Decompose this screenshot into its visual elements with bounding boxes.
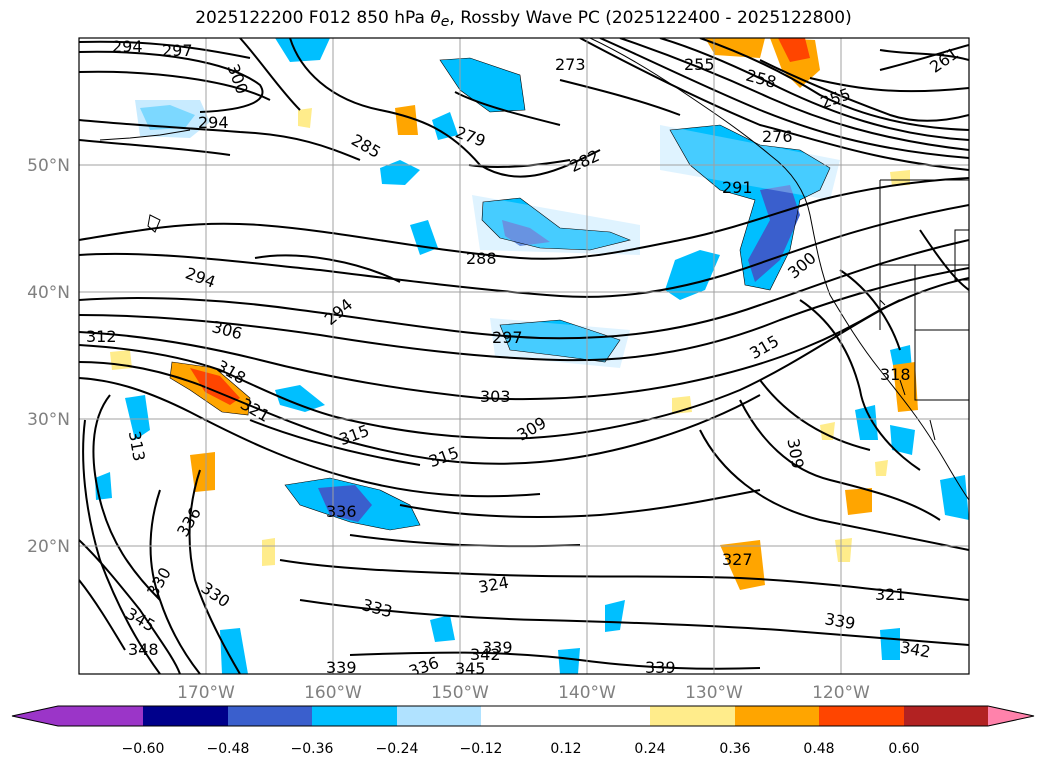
lon-label: 130°W	[685, 683, 743, 703]
colorbar-tick-label: 0.24	[634, 741, 665, 757]
colorbar-cell	[143, 706, 228, 726]
gridlines	[79, 38, 969, 674]
title-variable-subscript: e	[440, 14, 450, 30]
colorbar-tick-label: 0.60	[888, 741, 919, 757]
colorbar-tick-label: −0.12	[460, 741, 503, 757]
colorbar-extend-high	[988, 706, 1034, 726]
map-content: 294 297 300 294 285 279 273 261 255 258 …	[79, 37, 969, 678]
contour-label: 288	[466, 249, 497, 268]
contour-label: 273	[555, 55, 586, 74]
latitude-labels: 50°N 40°N 30°N 20°N	[27, 156, 70, 557]
lat-label: 50°N	[27, 156, 70, 176]
lat-label: 40°N	[27, 283, 70, 303]
map-title: 2025122200 F012 850 hPa θe, Rossby Wave …	[0, 8, 1047, 30]
colorbar-cell	[481, 706, 566, 726]
contour-label: 312	[86, 327, 117, 346]
contour-label: 345	[455, 659, 486, 678]
contour-label: 276	[762, 127, 793, 146]
contour-label: 291	[722, 178, 753, 197]
colorbar: −0.60 −0.48 −0.36 −0.24 −0.12 0.12 0.24 …	[11, 705, 1035, 757]
contour-label: 339	[482, 638, 513, 657]
lon-label: 120°W	[812, 683, 870, 703]
contour-label: 318	[880, 365, 911, 384]
lon-label: 150°W	[431, 683, 489, 703]
coastlines	[99, 38, 969, 501]
contour-label: 342	[470, 645, 501, 664]
colorbar-cell	[397, 706, 481, 726]
contour-label: 294	[198, 113, 229, 132]
contour-label: 294	[112, 37, 143, 56]
contour-label: 348	[128, 640, 159, 659]
contour-label: 303	[480, 387, 511, 406]
colorbar-outline	[11, 705, 1035, 727]
colorbar-ticks: −0.60 −0.48 −0.36 −0.24 −0.12 0.12 0.24 …	[122, 741, 920, 757]
contour-label: 339	[645, 658, 676, 677]
lon-label: 170°W	[177, 683, 235, 703]
theta-e-contours	[79, 38, 969, 674]
colorbar-tick-label: 0.12	[550, 741, 581, 757]
map-background	[79, 38, 969, 674]
lat-label: 20°N	[27, 537, 70, 557]
map-frame	[78, 37, 970, 675]
contour-label: 327	[722, 550, 753, 569]
contour-label: 255	[684, 55, 715, 74]
shading-outlines	[169, 57, 831, 531]
colorbar-cell	[58, 706, 143, 726]
colorbar-cell	[735, 706, 819, 726]
colorbar-tick-label: −0.36	[291, 741, 334, 757]
contour-label: 297	[492, 328, 523, 347]
lon-label: 140°W	[558, 683, 616, 703]
colorbar-tick-label: −0.48	[207, 741, 250, 757]
contour-label: 321	[875, 585, 906, 604]
title-suffix: , Rossby Wave PC (2025122400 - 202512280…	[449, 8, 852, 28]
colorbar-cell	[228, 706, 312, 726]
lon-label: 160°W	[304, 683, 362, 703]
colorbar-tick-label: −0.24	[376, 741, 419, 757]
colorbar-cells	[58, 706, 988, 726]
colorbar-cell	[650, 706, 735, 726]
colorbar-cell	[312, 706, 397, 726]
colorbar-cell	[819, 706, 904, 726]
colorbar-tick-label: 0.48	[803, 741, 834, 757]
colorbar-extend-low	[12, 706, 58, 726]
contour-label: 339	[326, 658, 357, 677]
contour-label: 336	[326, 502, 357, 521]
colorbar-tick-label: 0.36	[719, 741, 750, 757]
lat-label: 30°N	[27, 410, 70, 430]
colorbar-tick-label: −0.60	[122, 741, 165, 757]
colorbar-cell	[566, 706, 650, 726]
longitude-labels: 170°W 160°W 150°W 140°W 130°W 120°W	[177, 683, 870, 703]
colorbar-cell	[904, 706, 988, 726]
title-prefix: 2025122200 F012 850 hPa	[195, 8, 431, 28]
contour-label: 297	[162, 41, 193, 60]
title-variable: θ	[430, 8, 441, 28]
